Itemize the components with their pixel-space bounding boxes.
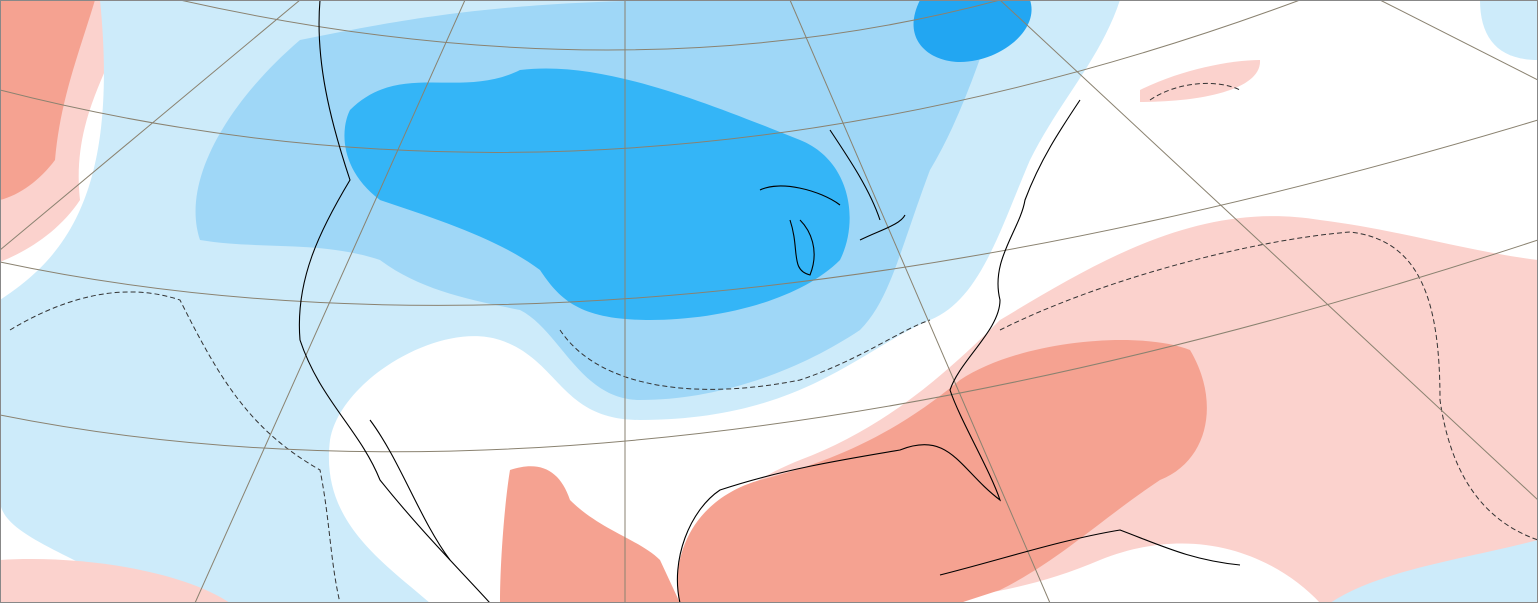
coastlines: [298, 0, 1241, 603]
warm-area: [1140, 60, 1261, 102]
parallel: [179, 0, 1001, 51]
meridian: [999, 0, 1538, 501]
parallel: [0, 119, 1538, 306]
warm-area: [0, 559, 230, 603]
coastline: [369, 419, 451, 561]
meridian: [194, 0, 466, 603]
contours: [9, 82, 1538, 603]
warm-area: [500, 466, 680, 603]
contour-line: [1149, 82, 1241, 101]
cold-area: [913, 0, 1032, 62]
cool-area: [1330, 540, 1538, 603]
coastline: [939, 529, 1241, 576]
parallel: [0, 0, 1301, 153]
warm-area: [0, 0, 95, 200]
cold-area: [344, 68, 850, 320]
meridian: [1379, 0, 1538, 81]
contour-line: [999, 231, 1538, 541]
contour-line: [9, 291, 341, 603]
contour-line: [559, 319, 931, 390]
coastline: [298, 0, 491, 603]
parallel: [0, 239, 1538, 453]
cool-area: [1480, 0, 1538, 60]
coastline: [676, 99, 1081, 603]
meridian: [789, 0, 1051, 603]
meridian: [0, 0, 301, 251]
coastline: [789, 214, 906, 276]
warm-area: [677, 340, 1207, 603]
coastline: [759, 129, 881, 221]
